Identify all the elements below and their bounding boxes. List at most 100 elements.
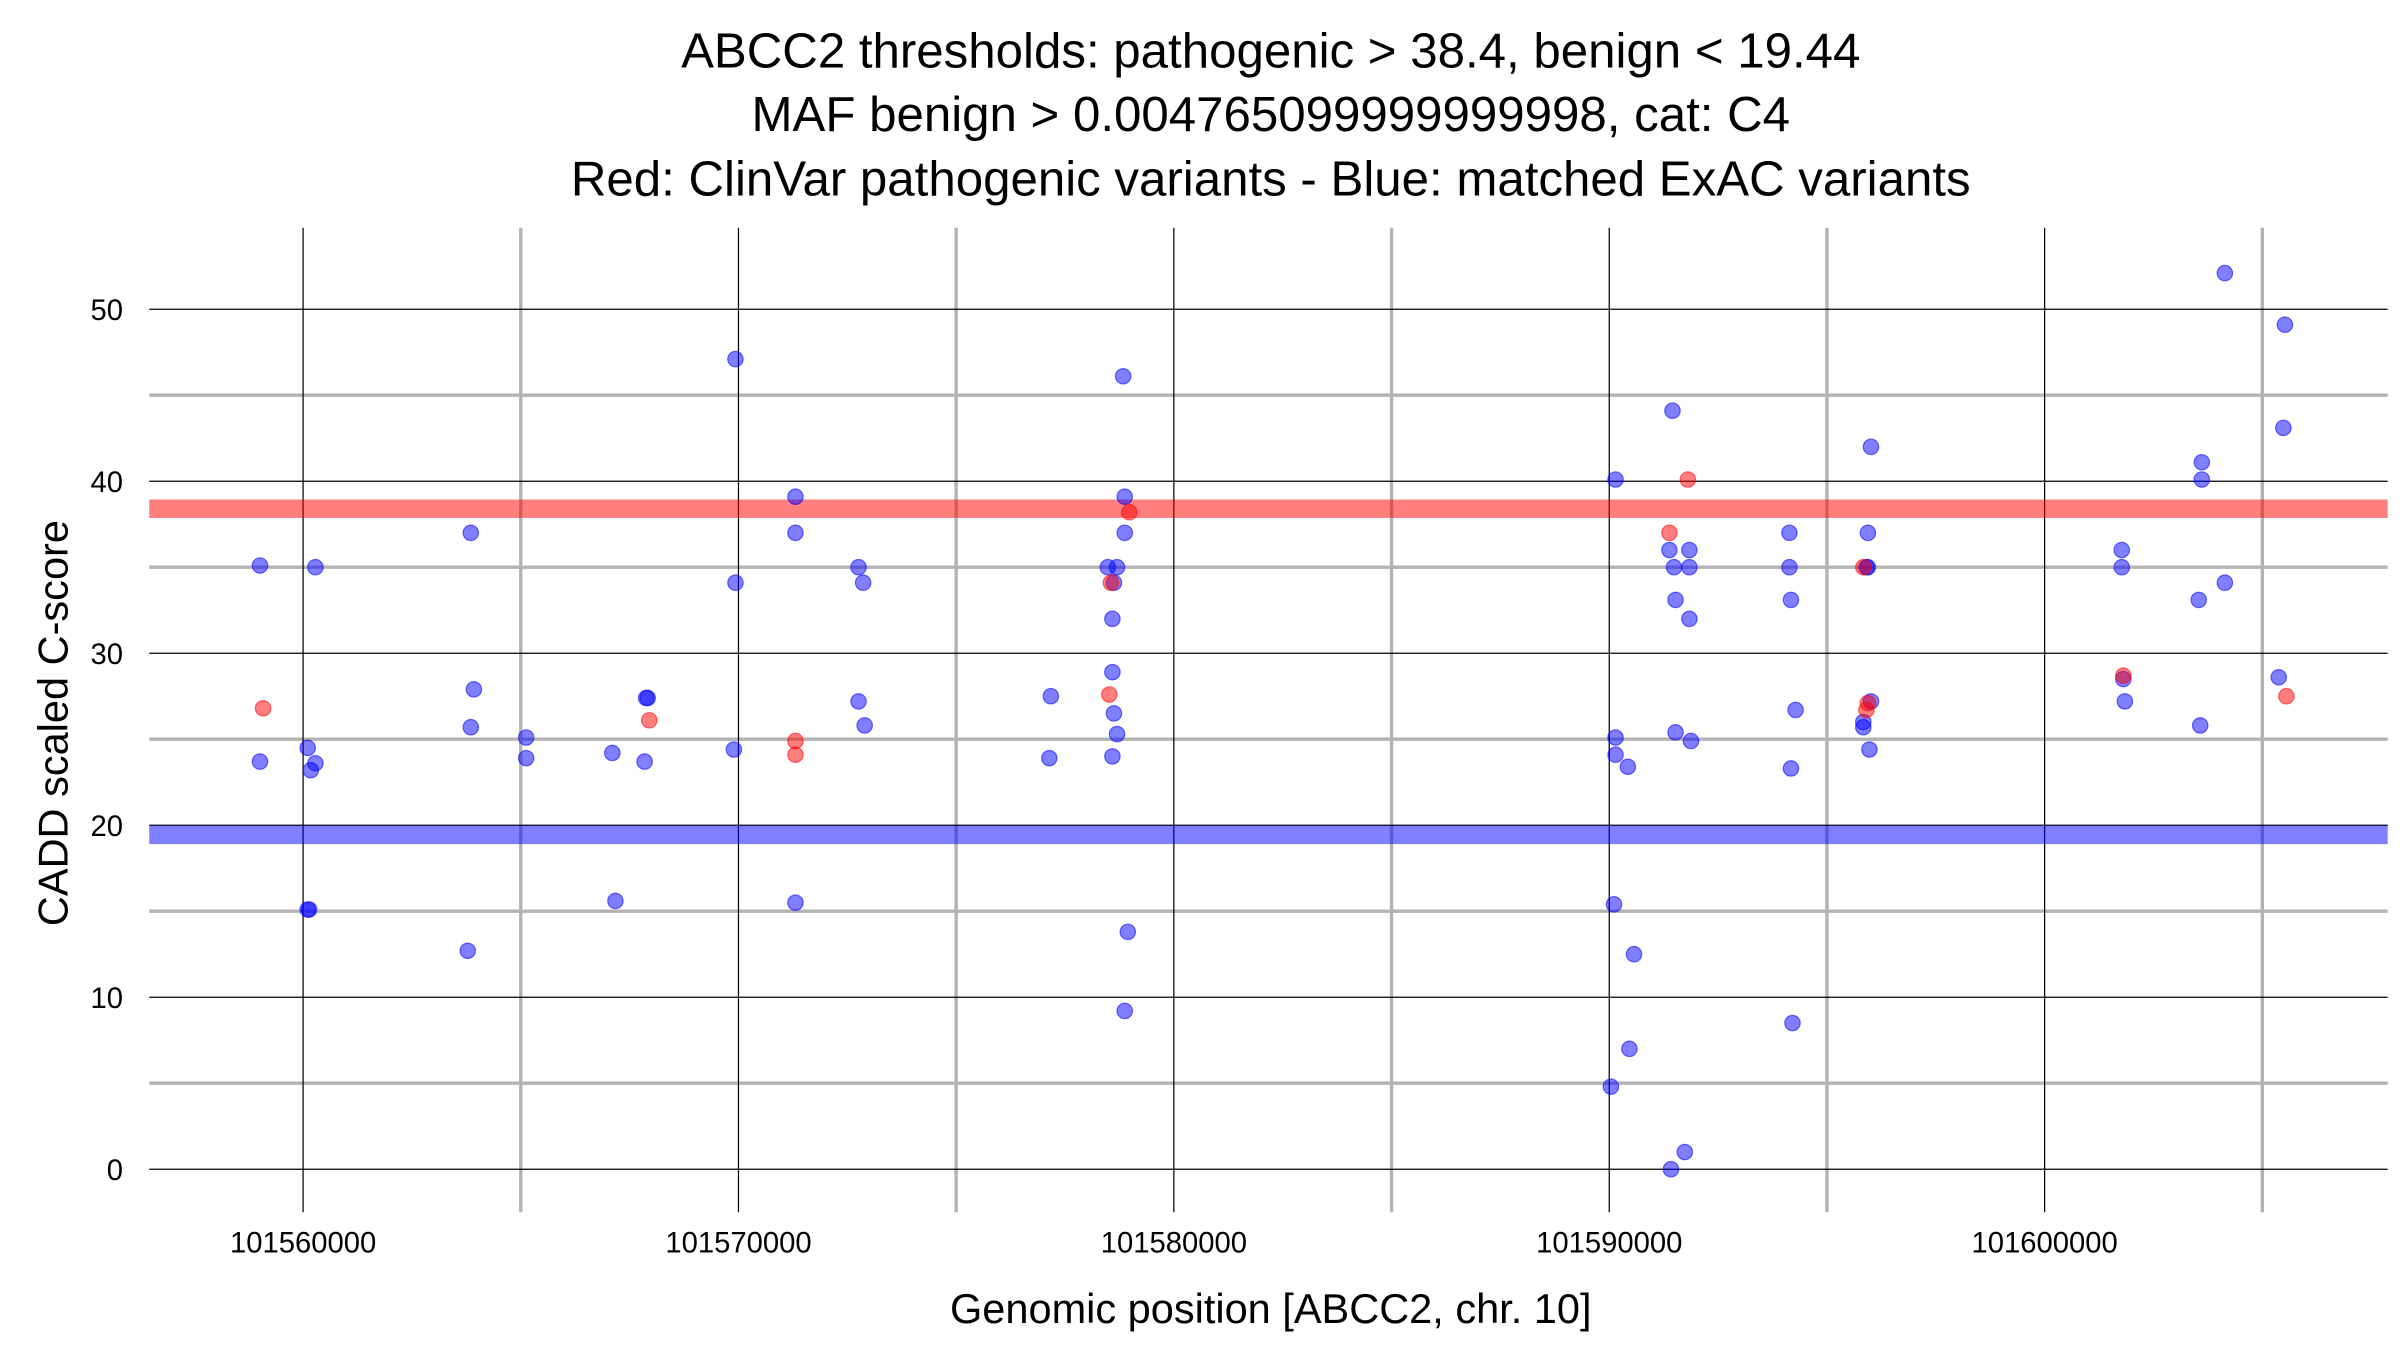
exac-point — [462, 524, 480, 542]
exac-point — [251, 753, 269, 770]
exac-point — [2216, 574, 2234, 592]
exac-point — [517, 749, 535, 767]
exac-point — [604, 744, 621, 762]
exac-point — [1667, 724, 1684, 741]
exac-point — [725, 741, 743, 758]
y-tick-label: 10 — [91, 983, 124, 1015]
exac-point — [1041, 749, 1058, 767]
exac-point — [1662, 1160, 1680, 1178]
exac-point — [1607, 729, 1624, 746]
exac-point — [1104, 663, 1121, 681]
exac-point — [636, 753, 653, 770]
exac-point — [300, 901, 318, 918]
clinvar-point — [1854, 558, 1872, 576]
exac-point — [2270, 669, 2288, 686]
exac-point — [1104, 610, 1121, 628]
y-tick-label: 0 — [107, 1155, 123, 1187]
chart-title-line-1: ABCC2 thresholds: pathogenic > 38.4, ben… — [681, 24, 1860, 79]
exac-point — [1681, 558, 1698, 576]
x-tick-label: 101600000 — [1971, 1227, 2117, 1259]
clinvar-point — [1102, 574, 1120, 592]
exac-point — [1861, 741, 1878, 758]
x-axis-label: Genomic position [ABCC2, chr. 10] — [950, 1285, 1592, 1332]
exac-point — [2116, 693, 2134, 710]
y-tick-labels: 0 10 20 30 40 50 — [91, 295, 124, 1187]
exac-point — [787, 488, 804, 506]
x-tick-label: 101590000 — [1536, 1227, 1682, 1259]
exac-point — [307, 755, 324, 772]
exac-point — [1782, 760, 1800, 777]
exac-point — [299, 739, 316, 757]
exac-point — [727, 574, 744, 592]
exac-point — [1116, 524, 1134, 542]
exac-point — [1607, 471, 1624, 488]
exac-point — [1781, 524, 1798, 542]
clinvar-point — [2115, 667, 2132, 684]
exac-point — [854, 574, 872, 592]
exac-point — [856, 717, 873, 734]
exac-point — [1114, 368, 1132, 385]
clinvar-point — [640, 712, 658, 729]
clinvar-point — [1101, 686, 1118, 703]
exac-point — [1119, 923, 1137, 941]
clinvar-point — [1679, 471, 1697, 488]
exac-point — [637, 689, 655, 707]
exac-point — [1665, 558, 1683, 576]
exac-point — [1607, 746, 1624, 764]
exac-point — [1621, 1040, 1638, 1058]
exac-point — [251, 557, 269, 574]
threshold-lines — [149, 499, 2388, 845]
exac-point — [465, 681, 483, 698]
exac-point — [1105, 705, 1123, 722]
exac-point — [1619, 758, 1637, 776]
exac-point — [607, 892, 624, 910]
exac-point — [1108, 558, 1126, 576]
clinvar-point — [787, 732, 804, 750]
exac-point — [1681, 541, 1698, 559]
exac-point — [1625, 945, 1643, 963]
grid — [149, 227, 2388, 1213]
exac-point — [517, 729, 535, 746]
exac-point — [850, 693, 867, 710]
exac-point — [1782, 591, 1800, 609]
exac-point — [1682, 732, 1700, 750]
chart-title-line-3: Red: ClinVar pathogenic variants - Blue:… — [571, 151, 1971, 206]
chart-title-line-2: MAF benign > 0.004765099999999998, cat: … — [752, 87, 1790, 142]
exac-point — [2113, 541, 2131, 559]
y-tick-label: 30 — [91, 639, 124, 671]
exac-point — [2216, 264, 2234, 282]
clinvar-point — [1121, 503, 1138, 521]
exac-point — [1681, 610, 1698, 628]
exac-point — [462, 718, 480, 736]
exac-point — [2276, 316, 2294, 334]
x-tick-label: 101580000 — [1101, 1227, 1247, 1259]
exac-point — [1116, 488, 1134, 506]
clinvar-point — [2278, 687, 2295, 705]
exac-point — [2193, 471, 2211, 488]
exac-point — [1667, 591, 1684, 609]
exac-point — [787, 524, 804, 542]
exac-point — [1104, 748, 1121, 765]
exac-point — [727, 350, 744, 368]
clinvar-point — [254, 699, 272, 717]
y-tick-label: 20 — [91, 811, 124, 843]
clinvar-point — [1859, 694, 1877, 712]
y-axis-label: CADD scaled C-score — [30, 520, 77, 926]
y-tick-label: 40 — [91, 467, 124, 499]
exac-point — [1108, 725, 1126, 743]
exac-point — [1784, 1014, 1801, 1032]
exac-point — [2275, 419, 2292, 437]
exac-point — [1859, 524, 1877, 542]
exac-point — [2113, 558, 2131, 576]
exac-point — [1661, 541, 1678, 559]
exac-point — [2193, 454, 2211, 471]
clinvar-point — [787, 746, 804, 764]
exac-point — [1042, 687, 1060, 705]
x-tick-labels: 101560000 101570000 101580000 101590000 1016… — [230, 1227, 2118, 1259]
data-points — [251, 264, 2295, 1178]
exac-point — [850, 558, 867, 576]
exac-point — [1781, 558, 1798, 576]
exac-point — [1862, 438, 1880, 456]
exac-point — [1854, 718, 1872, 736]
